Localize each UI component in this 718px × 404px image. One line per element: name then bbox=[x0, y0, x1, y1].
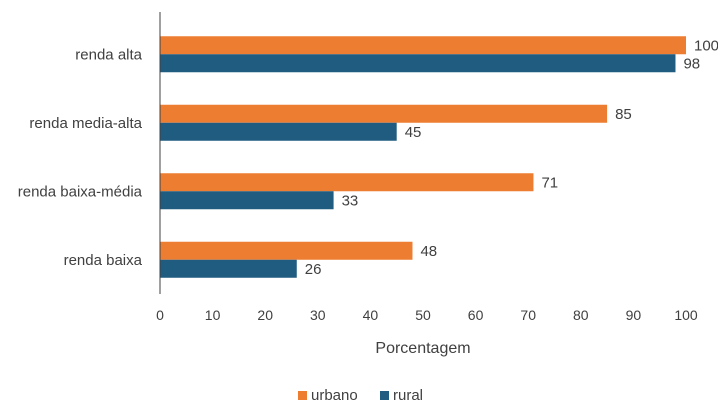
bar-urbano bbox=[160, 173, 534, 192]
x-tick-label: 80 bbox=[573, 307, 589, 323]
bar-rural bbox=[160, 191, 334, 210]
category-label: renda alta bbox=[75, 46, 142, 63]
bars bbox=[160, 36, 686, 278]
x-tick-label: 100 bbox=[674, 307, 698, 323]
bar-rural bbox=[160, 122, 397, 141]
bar-urbano bbox=[160, 241, 413, 260]
x-tick-labels: 0 10 20 30 40 50 60 70 80 90 100 bbox=[156, 307, 698, 323]
legend-label-rural: rural bbox=[393, 387, 423, 404]
data-label-urbano: 71 bbox=[541, 174, 558, 191]
data-label-urbano: 85 bbox=[615, 106, 632, 123]
category-labels: renda alta renda media-alta renda baixa-mé… bbox=[18, 46, 143, 269]
bar-rural bbox=[160, 54, 676, 73]
category-label: renda media-alta bbox=[29, 115, 142, 132]
category-label: renda baixa-média bbox=[18, 183, 143, 200]
x-tick-label: 10 bbox=[205, 307, 221, 323]
category-label: renda baixa bbox=[64, 252, 143, 269]
legend: urbano rural bbox=[298, 387, 423, 404]
data-label-rural: 98 bbox=[683, 55, 700, 72]
data-label-rural: 45 bbox=[405, 124, 422, 141]
bar-rural bbox=[160, 259, 297, 278]
x-tick-label: 60 bbox=[468, 307, 484, 323]
data-label-rural: 26 bbox=[305, 261, 322, 278]
data-label-urbano: 100 bbox=[694, 37, 718, 54]
bar-urbano bbox=[160, 104, 608, 123]
x-axis-title: Porcentagem bbox=[375, 340, 470, 357]
x-tick-label: 20 bbox=[257, 307, 273, 323]
x-tick-label: 0 bbox=[156, 307, 164, 323]
x-tick-label: 70 bbox=[520, 307, 536, 323]
legend-swatch-rural bbox=[380, 391, 389, 400]
data-label-urbano: 48 bbox=[420, 243, 437, 260]
x-tick-label: 30 bbox=[310, 307, 326, 323]
x-tick-label: 40 bbox=[363, 307, 379, 323]
x-tick-label: 50 bbox=[415, 307, 431, 323]
x-tick-label: 90 bbox=[626, 307, 642, 323]
legend-label-urbano: urbano bbox=[311, 387, 358, 404]
bar-urbano bbox=[160, 36, 686, 55]
legend-swatch-urbano bbox=[298, 391, 307, 400]
data-label-rural: 33 bbox=[342, 192, 359, 209]
